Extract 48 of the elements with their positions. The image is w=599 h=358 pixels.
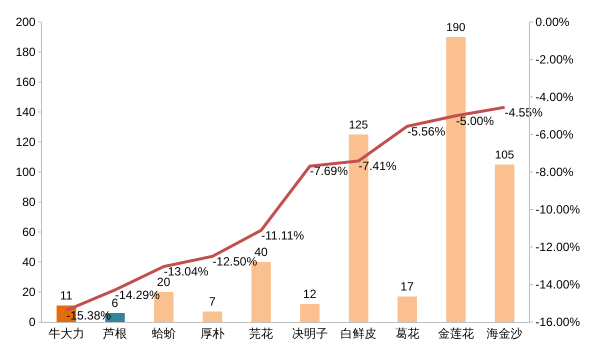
- data-label: -4.55%: [504, 105, 543, 120]
- y-tick-label: 200: [16, 15, 36, 30]
- x-tick-label: 芫花: [249, 326, 274, 340]
- y2-tick-label: -16.00%: [535, 315, 580, 330]
- x-tick-label: 牛大力: [48, 326, 84, 340]
- y2-tick-label: 0.00%: [535, 15, 570, 30]
- y2-tick-label: -2.00%: [535, 52, 574, 67]
- y2-tick-label: -14.00%: [535, 278, 580, 292]
- data-label: 6: [112, 296, 119, 310]
- y2-tick-label: -8.00%: [535, 165, 574, 180]
- x-tick-label: 厚朴: [200, 326, 224, 340]
- y2-tick-label: -6.00%: [535, 128, 574, 142]
- y2-tick-label: -10.00%: [535, 202, 580, 217]
- bar: [398, 296, 417, 322]
- data-label: -7.69%: [310, 164, 348, 178]
- data-label: -5.00%: [456, 114, 494, 128]
- y-tick-label: 60: [22, 225, 36, 240]
- y-tick-label: 80: [22, 195, 36, 210]
- y-tick-label: 100: [16, 165, 36, 180]
- y-tick-label: 160: [16, 75, 36, 90]
- data-label: 12: [303, 287, 317, 301]
- data-label: -7.41%: [358, 158, 397, 173]
- bar: [202, 312, 222, 322]
- x-tick-label: 芦根: [103, 326, 128, 340]
- x-tick-label: 海金沙: [486, 326, 523, 340]
- data-label: -11.11%: [261, 228, 304, 242]
- y2-tick-label: -12.00%: [535, 240, 580, 254]
- x-tick-label: 蛤蚧: [152, 326, 176, 340]
- x-tick-label: 白鲜皮: [340, 326, 377, 340]
- bar: [300, 304, 320, 322]
- x-tick-label: 金莲花: [438, 326, 474, 340]
- data-label: 11: [60, 288, 73, 302]
- data-label: 17: [400, 280, 414, 294]
- y-tick-label: 0: [28, 315, 36, 330]
- x-tick-label: 葛花: [395, 326, 420, 340]
- y-tick-label: 20: [22, 285, 36, 300]
- data-label: 7: [208, 294, 216, 308]
- y-tick-label: 140: [16, 105, 36, 120]
- bar: [494, 164, 514, 322]
- data-label: 105: [494, 150, 514, 162]
- y-tick-label: 40: [22, 255, 36, 270]
- data-label: 190: [446, 22, 466, 34]
- y-tick-label: 120: [16, 135, 36, 150]
- data-label: -5.56%: [407, 124, 446, 138]
- y2-tick-label: -4.00%: [535, 90, 574, 104]
- y-tick-label: 180: [16, 45, 36, 60]
- data-label: 125: [348, 120, 368, 132]
- x-tick-label: 决明子: [292, 326, 328, 340]
